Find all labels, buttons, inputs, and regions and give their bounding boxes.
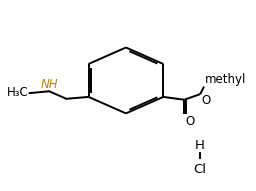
Text: Cl: Cl [194,163,206,176]
Text: H: H [195,139,205,152]
Text: NH: NH [40,78,58,91]
Text: O: O [201,95,210,108]
Text: O: O [186,115,195,128]
Text: methyl: methyl [205,73,246,86]
Text: H₃C: H₃C [6,87,28,100]
